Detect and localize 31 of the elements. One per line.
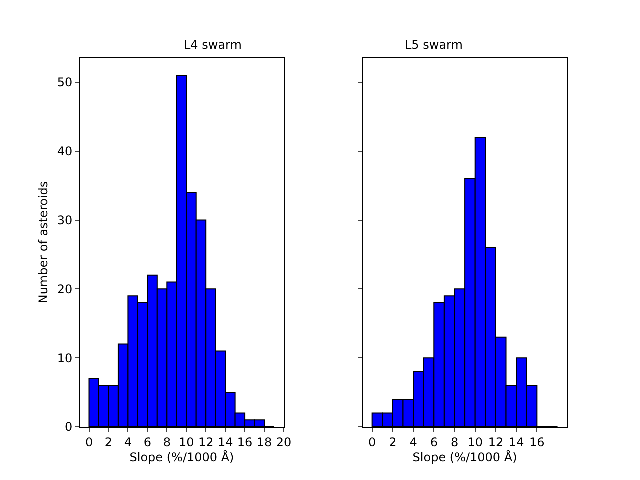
x-tick-label: 2 bbox=[104, 435, 113, 450]
y-tick-label: 10 bbox=[57, 351, 73, 366]
x-tick-label: 0 bbox=[368, 435, 376, 450]
y-tick-label: 20 bbox=[57, 282, 73, 296]
x-tick-label: 20 bbox=[276, 435, 292, 450]
y-tick-label: 30 bbox=[57, 213, 73, 228]
x-tick-label: 16 bbox=[530, 435, 545, 450]
x-tick-label: 6 bbox=[144, 435, 152, 450]
x-tick-label: 6 bbox=[430, 435, 438, 450]
y-axis-title: Number of asteroids bbox=[36, 181, 51, 304]
x-tick-label: 10 bbox=[468, 435, 483, 450]
y-tick-label: 50 bbox=[57, 76, 73, 90]
x-tick-label: 8 bbox=[163, 435, 171, 450]
chart-title: L4 swarm bbox=[184, 38, 242, 52]
x-tick-label: 14 bbox=[508, 435, 524, 450]
chart-title: L5 swarm bbox=[405, 38, 463, 52]
x-axis-title: Slope (%/1000 Å) bbox=[412, 449, 518, 464]
x-tick-label: 2 bbox=[389, 435, 397, 450]
x-tick-label: 4 bbox=[410, 435, 418, 450]
x-tick-label: 16 bbox=[237, 435, 253, 450]
x-tick-label: 12 bbox=[488, 435, 504, 450]
x-tick-label: 0 bbox=[85, 435, 94, 450]
x-tick-label: 4 bbox=[124, 435, 132, 450]
x-axis-title: Slope (%/1000 Å) bbox=[130, 449, 234, 464]
x-tick-label: 8 bbox=[450, 435, 459, 450]
y-tick-label: 0 bbox=[64, 420, 73, 434]
x-tick-label: 12 bbox=[198, 435, 214, 450]
y-tick-label: 40 bbox=[57, 144, 73, 159]
x-tick-label: 10 bbox=[178, 435, 194, 450]
x-tick-label: 14 bbox=[218, 435, 234, 450]
x-tick-label: 18 bbox=[256, 435, 272, 450]
